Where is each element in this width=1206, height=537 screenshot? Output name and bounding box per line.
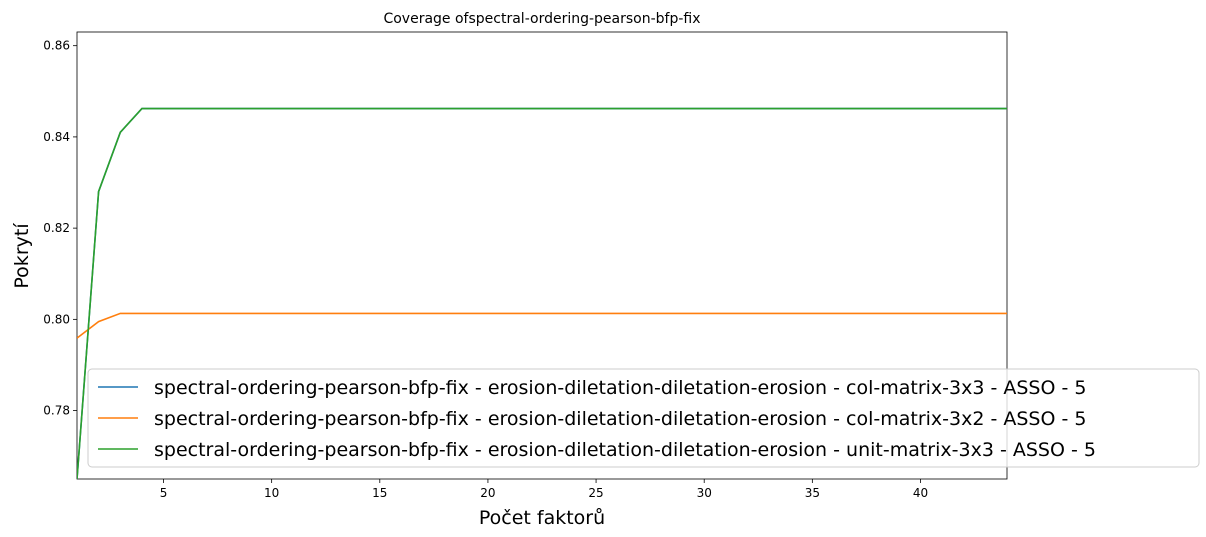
x-tick-label: 15 — [372, 486, 387, 500]
y-tick-label: 0.84 — [43, 130, 70, 144]
x-tick-label: 30 — [697, 486, 712, 500]
y-tick-label: 0.86 — [43, 39, 70, 53]
axes-frame — [76, 31, 1008, 480]
x-tick-label: 40 — [913, 486, 928, 500]
legend-label-1: spectral-ordering-pearson-bfp-fix - eros… — [154, 377, 1086, 399]
y-tick-label: 0.82 — [43, 221, 70, 235]
legend: spectral-ordering-pearson-bfp-fix - eros… — [87, 368, 1200, 468]
chart-title: Coverage ofspectral-ordering-pearson-bfp… — [383, 11, 700, 27]
y-tick-label: 0.78 — [43, 404, 70, 418]
x-tick-label: 5 — [160, 486, 168, 500]
series-line-2 — [77, 312, 1007, 339]
x-tick-label: 20 — [480, 486, 495, 500]
y-axis-label: Pokrytí — [11, 223, 33, 289]
series-group — [77, 107, 1007, 479]
legend-label-3: spectral-ordering-pearson-bfp-fix - eros… — [154, 439, 1096, 461]
legend-frame — [87, 368, 1200, 468]
y-tick-label: 0.80 — [43, 312, 70, 326]
legend-label-2: spectral-ordering-pearson-bfp-fix - eros… — [154, 408, 1086, 430]
x-axis-label: Počet faktorů — [479, 507, 605, 529]
x-tick-label: 10 — [264, 486, 279, 500]
series-line-3 — [77, 107, 1007, 479]
x-tick-label: 25 — [588, 486, 603, 500]
x-tick-label: 35 — [805, 486, 820, 500]
plot-area: 5 10 15 20 25 30 35 40 0.78 0.80 0.82 0.84 0.86 — [43, 31, 1008, 500]
